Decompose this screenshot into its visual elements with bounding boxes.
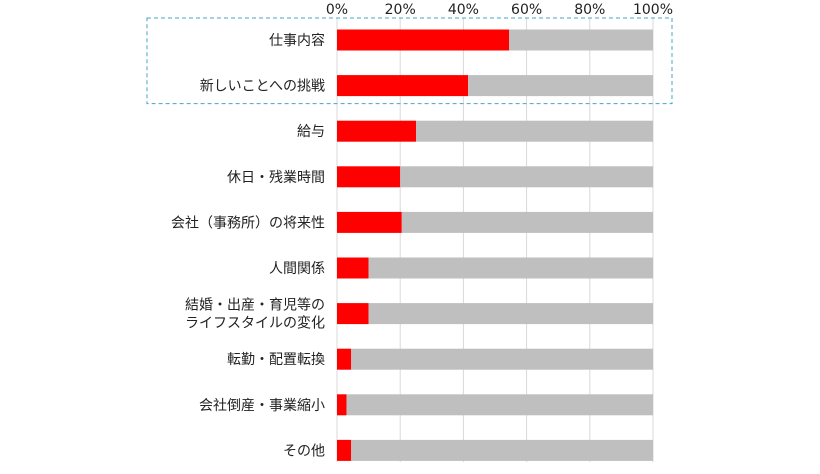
x-tick-label: 60%: [511, 2, 542, 18]
bar-value: [337, 257, 369, 279]
bar-value: [337, 29, 510, 51]
category-label: 給与: [297, 124, 325, 140]
bar-value: [337, 303, 369, 325]
bars: [337, 29, 653, 461]
bar-value: [337, 439, 352, 461]
x-axis-tick-labels: 0% 20% 40% 60% 80% 100%: [326, 2, 673, 18]
bar-value: [337, 211, 402, 233]
bar-value: [337, 75, 469, 97]
bar-value: [337, 120, 416, 142]
category-label: 人間関係: [269, 261, 325, 277]
category-label: 会社（事務所）の将来性: [171, 215, 325, 231]
category-label: 会社倒産・事業縮小: [199, 398, 325, 414]
x-tick-label: 20%: [385, 2, 416, 18]
category-label: ライフスタイルの変化: [185, 315, 325, 332]
bar-remainder: [416, 120, 653, 142]
bar-remainder: [401, 211, 653, 233]
category-labels: 仕事内容新しいことへの挑戦給与休日・残業時間会社（事務所）の将来性人間関係結婚・…: [171, 32, 325, 459]
x-tick-label: 80%: [574, 2, 605, 18]
category-label: 結婚・出産・育児等の: [185, 297, 325, 314]
bar-remainder: [351, 348, 653, 370]
bar-value: [337, 166, 401, 188]
bar-remainder: [351, 439, 653, 461]
bar-remainder: [368, 257, 653, 279]
category-label: その他: [283, 443, 325, 459]
bar-remainder: [468, 75, 653, 97]
category-label: 新しいことへの挑戦: [200, 79, 325, 95]
x-tick-label: 40%: [448, 2, 479, 18]
category-label: 転勤・配置転換: [227, 352, 325, 368]
bar-remainder: [400, 166, 653, 188]
highlight-box: [146, 17, 673, 105]
bar-value: [337, 394, 347, 416]
x-tick-label: 100%: [633, 2, 673, 18]
category-label: 仕事内容: [269, 32, 325, 49]
bar-remainder: [368, 303, 653, 325]
bar-value: [337, 348, 352, 370]
bar-remainder: [509, 29, 653, 51]
x-tick-label: 0%: [326, 2, 348, 18]
bar-remainder: [346, 394, 653, 416]
category-label: 休日・残業時間: [227, 170, 325, 186]
